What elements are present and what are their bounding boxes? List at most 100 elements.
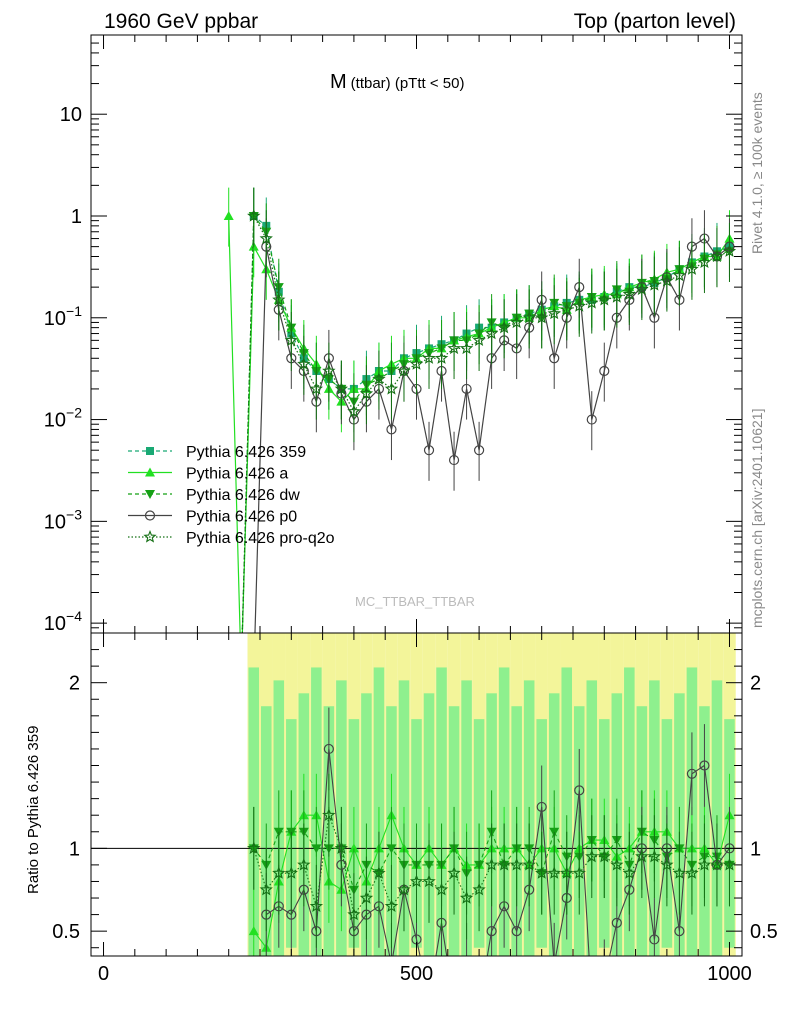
ratio-point — [622, 866, 637, 879]
data-point — [549, 353, 560, 364]
legend-label: Pythia 6.426 a — [186, 466, 288, 483]
x-tick-label: 500 — [400, 963, 433, 985]
data-point — [647, 278, 662, 291]
ratio-point — [372, 866, 386, 879]
data-point — [547, 306, 561, 320]
ratio-point — [475, 1000, 484, 1009]
data-point — [384, 381, 399, 395]
y-tick-label-base: 10 — [44, 613, 66, 635]
data-point — [572, 299, 586, 312]
y-tick-label-base: 10 — [44, 511, 66, 533]
x-tick-label: 0 — [98, 963, 109, 985]
data-point — [597, 292, 611, 306]
ratio-point — [472, 882, 486, 896]
legend-entry: Pythia 6.426 p0 — [128, 509, 297, 526]
data-point — [459, 341, 474, 355]
ratio-point — [384, 899, 399, 913]
ratio-point — [685, 866, 699, 879]
y-tick-label: 10−3 — [44, 506, 82, 533]
data-point — [372, 372, 386, 385]
data-point — [448, 454, 460, 466]
ratio-point — [248, 926, 259, 936]
data-point — [472, 333, 486, 346]
ratio-point — [710, 857, 724, 871]
legend-marker — [145, 490, 155, 499]
data-point — [423, 445, 435, 456]
ratio-point — [611, 917, 622, 928]
data-point — [586, 414, 597, 425]
data-point — [522, 310, 536, 324]
data-point — [697, 255, 712, 269]
data-point — [322, 363, 336, 377]
ratio-point — [674, 926, 685, 937]
data-point — [672, 268, 686, 282]
ratio-point — [434, 882, 449, 896]
data-point — [585, 295, 599, 309]
plot-title-main: M — [330, 71, 347, 93]
legend: Pythia 6.426 359 Pythia 6.426 a Pythia 6.4… — [128, 444, 335, 547]
analysis-watermark: MC_TTBAR_TTBAR — [355, 594, 475, 609]
data-point — [247, 209, 261, 222]
ratio-point — [323, 743, 334, 755]
legend-label: Pythia 6.426 pro-q2o — [186, 530, 335, 547]
ratio-point — [409, 874, 424, 888]
data-point — [535, 310, 549, 324]
ratio-point — [484, 857, 499, 871]
data-point — [722, 244, 737, 257]
ratio-point — [309, 899, 324, 913]
ratio-point — [535, 866, 549, 879]
axis-ticks — [91, 34, 742, 956]
header-left: 1960 GeV ppbar — [104, 10, 258, 33]
y-tick-label-exponent: −3 — [66, 506, 82, 522]
ratio-y-tick-label-right: 2 — [750, 673, 761, 695]
y-tick-label: 10−1 — [44, 303, 82, 330]
ratio-point — [509, 857, 524, 871]
ratio-point — [297, 857, 311, 871]
ratio-point — [386, 844, 397, 854]
ratio-point — [522, 857, 536, 871]
ratio-band-green — [436, 667, 447, 956]
ratio-point — [348, 843, 359, 853]
legend-entry: Pythia 6.426 359 — [128, 444, 306, 461]
ratio-point — [550, 960, 559, 969]
series-pythia-6-426-pro-q2o — [241, 187, 737, 633]
ratio-series-pythia-6-426-pro-q2o — [247, 773, 737, 956]
legend-label: Pythia 6.426 dw — [186, 487, 300, 504]
plot-title: M (ttbar) (pTtt < 50) — [330, 71, 464, 93]
legend-label: Pythia 6.426 359 — [186, 444, 306, 461]
ratio-point — [347, 907, 361, 921]
ratio-point — [447, 866, 461, 879]
main-plot-area — [223, 187, 737, 633]
ratio-plot-area — [91, 633, 742, 1009]
data-point — [610, 289, 624, 303]
ratio-y-tick-label: 2 — [69, 673, 80, 695]
plot-title-sub: (ttbar) (pTtt < 50) — [351, 75, 465, 92]
ratio-line — [265, 748, 730, 956]
ratio-point — [311, 844, 322, 854]
data-point — [685, 262, 699, 275]
ratio-ylabel: Ratio to Pythia 6.426 359 — [25, 726, 42, 894]
data-point — [635, 282, 649, 296]
ratio-point — [359, 890, 374, 904]
data-point — [509, 315, 524, 329]
ratio-y-tick-label-right: 1 — [750, 838, 761, 860]
ratio-band-green — [461, 680, 472, 956]
header-right: Top (parton level) — [574, 10, 736, 33]
data-point — [259, 231, 273, 245]
ratio-point — [660, 857, 674, 871]
x-tick-label: 1000 — [707, 963, 752, 985]
data-point — [447, 341, 461, 355]
data-point — [309, 381, 324, 395]
data-point — [284, 333, 298, 346]
ratio-point — [574, 785, 585, 796]
ratio-point — [459, 890, 474, 904]
ratio-point — [425, 993, 434, 1002]
ratio-point — [247, 841, 261, 855]
y-tick-label: 1 — [71, 206, 82, 228]
data-point — [485, 326, 499, 340]
ratio-y-tick-label: 1 — [69, 838, 80, 860]
ratio-point — [272, 866, 286, 879]
legend-entry: Pythia 6.426 pro-q2o — [128, 529, 335, 547]
